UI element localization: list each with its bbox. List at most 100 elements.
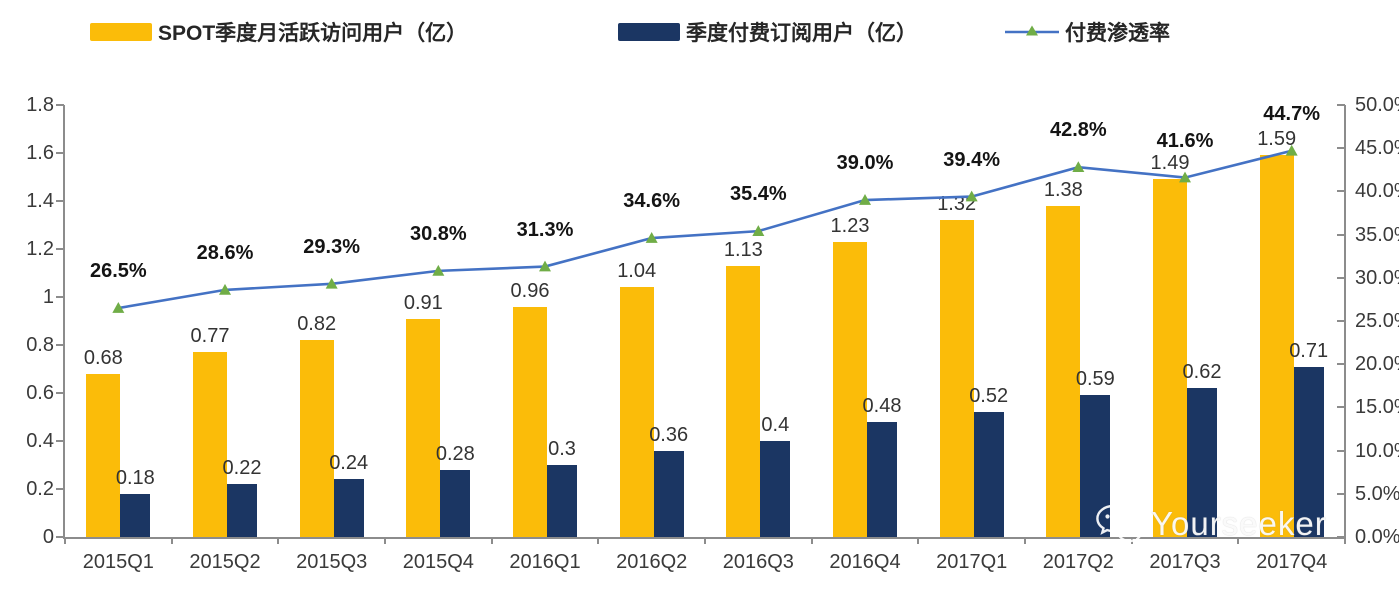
x-axis-tick [810, 537, 813, 544]
left-axis-tick-label: 1.4 [26, 190, 54, 212]
triangle-marker [752, 225, 765, 236]
penetration-value-label: 42.8% [1049, 119, 1107, 142]
mau-bar [939, 220, 974, 537]
triangle-marker [859, 194, 871, 205]
right-axis-tick [1337, 104, 1345, 106]
penetration-value-label: 28.6% [196, 241, 254, 264]
mau-legend-label: SPOT季度月活跃访问用户（亿） [158, 22, 468, 45]
subs-legend-label: 季度付费订阅用户（亿） [686, 22, 917, 45]
x-axis-category-label: 2016Q1 [509, 551, 581, 573]
subs-value-label: 0.24 [329, 452, 369, 475]
subs-value-label: 0.18 [115, 466, 155, 489]
right-axis-tick-label: 30.0% [1355, 266, 1399, 289]
triangle-marker [219, 283, 231, 295]
left-axis-tick [56, 488, 64, 490]
legend-item-penetration: 付费渗透率 [1005, 18, 1170, 46]
subs-value-label: 0.71 [1289, 339, 1329, 362]
left-axis-tick-label: 0.6 [26, 382, 54, 404]
subs-value-label: 0.22 [222, 457, 262, 480]
mau-bar [406, 318, 441, 537]
left-axis-tick-label: 1 [42, 286, 54, 308]
subs-bar [547, 465, 577, 537]
left-axis-tick-label: 1.2 [26, 238, 54, 260]
subs-bar [1187, 388, 1217, 537]
mau-value-label: 0.96 [510, 279, 550, 302]
subs-bar [973, 412, 1004, 537]
penetration-value-label: 44.7% [1263, 102, 1321, 125]
mau-value-label: 0.68 [83, 346, 123, 369]
left-axis-tick-label: 0.2 [26, 478, 54, 500]
subs-value-label: 0.59 [1075, 368, 1115, 391]
mau-bar [86, 373, 121, 537]
subs-value-label: 0.52 [969, 385, 1009, 408]
mau-bar [619, 287, 654, 537]
subs-bar [1293, 366, 1324, 537]
left-axis-tick [56, 152, 64, 154]
x-axis-category-label: 2017Q2 [1042, 551, 1114, 573]
x-axis-tick [64, 537, 66, 544]
mau-value-label: 1.32 [937, 193, 977, 216]
mau-bar [299, 340, 334, 537]
watermark-text: Yourseeker [1151, 505, 1327, 542]
left-axis-tick-label: 1.8 [26, 94, 54, 116]
left-axis-line [63, 105, 65, 539]
x-axis-category-label: 2017Q4 [1256, 551, 1328, 573]
penetration-value-label: 30.8% [409, 222, 467, 245]
right-axis-line [1344, 105, 1346, 539]
x-axis-tick [704, 537, 706, 544]
x-axis-category-label: 2016Q4 [829, 551, 901, 573]
right-axis-tick-label: 15.0% [1355, 396, 1399, 419]
right-axis-tick [1337, 190, 1345, 193]
mau-value-label: 0.91 [403, 291, 443, 314]
left-axis-tick [56, 392, 64, 394]
penetration-value-label: 35.4% [729, 183, 787, 206]
x-axis-category-label: 2015Q3 [296, 551, 368, 573]
left-axis-tick [56, 248, 64, 250]
x-axis-tick [384, 537, 386, 544]
mau-value-label: 1.23 [830, 214, 870, 237]
penetration-value-label: 41.6% [1156, 129, 1214, 152]
mau-value-label: 1.59 [1257, 128, 1297, 151]
triangle-marker [112, 302, 125, 313]
mau-bar [726, 265, 761, 537]
left-axis-tick [56, 296, 64, 298]
right-axis-tick-label: 25.0% [1355, 310, 1399, 332]
mau-value-label: 0.77 [190, 325, 230, 348]
triangle-marker [645, 232, 658, 243]
penetration-value-label: 34.6% [623, 190, 681, 213]
subs-value-label: 0.36 [649, 423, 689, 446]
triangle-marker [432, 264, 445, 276]
legend-item-mau: SPOT季度月活跃访问用户（亿） [90, 18, 467, 46]
mau-bar [833, 241, 867, 537]
subs-bar [227, 484, 257, 537]
right-axis-tick-label: 10.0% [1355, 439, 1399, 462]
penetration-value-label: 39.4% [943, 148, 1001, 171]
right-axis-tick [1337, 406, 1345, 409]
subs-value-label: 0.3 [548, 438, 576, 460]
penetration-value-label: 29.3% [303, 235, 361, 258]
subs-bar [120, 493, 151, 537]
penetration-legend-marker [1005, 25, 1059, 36]
x-axis-tick [170, 537, 173, 544]
left-axis-tick-label: 0.8 [26, 334, 54, 356]
subs-value-label: 0.4 [761, 414, 790, 436]
triangle-marker [539, 260, 551, 272]
left-axis-tick [56, 440, 64, 442]
mau-value-label: 1.38 [1043, 178, 1083, 201]
x-axis-category-label: 2017Q1 [936, 551, 1008, 573]
right-axis-tick [1337, 233, 1345, 236]
x-axis-tick [1024, 537, 1026, 544]
right-axis-tick-label: 20.0% [1355, 353, 1399, 376]
left-axis-tick [56, 200, 64, 202]
left-axis-tick-label: 1.6 [26, 142, 54, 164]
mau-bar [1153, 179, 1187, 537]
subs-bar [333, 479, 364, 537]
x-axis-tick [1344, 537, 1346, 544]
subs-bar [760, 441, 791, 537]
right-axis-tick-label: 45.0% [1355, 137, 1399, 160]
triangle-marker [1072, 161, 1085, 173]
mau-bar [193, 352, 227, 537]
left-axis-tick [56, 536, 64, 538]
subs-bar [440, 469, 471, 537]
